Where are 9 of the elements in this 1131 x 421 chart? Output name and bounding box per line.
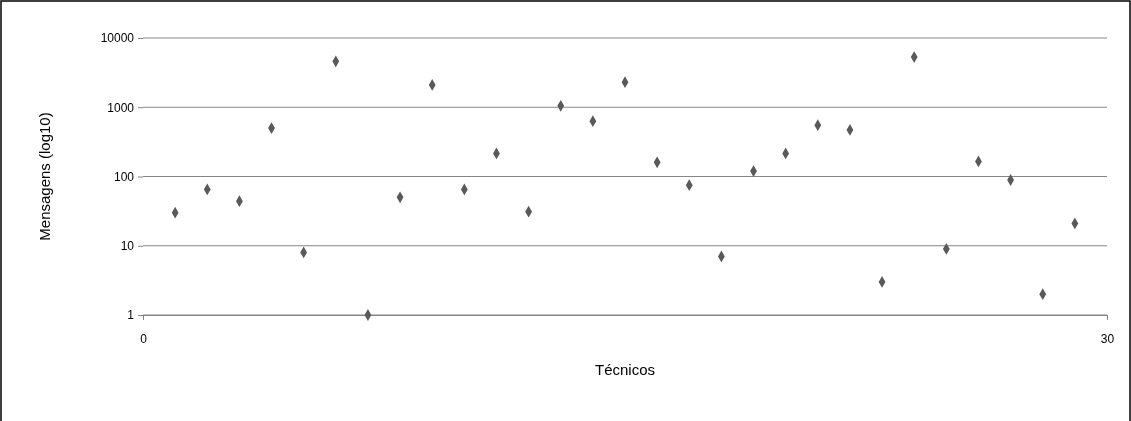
y-axis-title: Mensagens (log10)	[36, 112, 53, 241]
y-tick-label: 10000	[100, 31, 135, 46]
y-tick-label: 1000	[107, 100, 135, 115]
x-tick-label: 30	[1100, 331, 1115, 346]
x-axis-title: Técnicos	[594, 361, 656, 378]
y-tick-label: 10	[120, 239, 135, 254]
x-tick-label: 0	[140, 331, 148, 346]
y-tick-label: 1	[127, 308, 135, 323]
y-tick-label: 100	[113, 169, 135, 184]
